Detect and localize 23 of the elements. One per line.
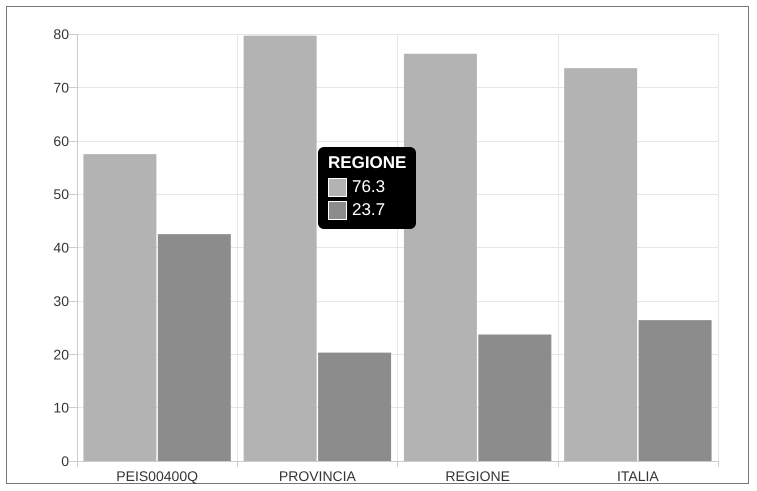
annotation: 76.3 (352, 177, 386, 197)
x-tick-label: PEIS00400Q (116, 468, 198, 484)
x-tick-label: ITALIA (616, 468, 660, 484)
bar (83, 154, 156, 461)
annotation: 23.7 (352, 200, 386, 220)
x-tick-label: REGIONE (445, 468, 510, 484)
y-tick-label: 50 (53, 186, 70, 202)
y-tick-label: 10 (53, 400, 70, 416)
bar (158, 234, 231, 461)
y-tick-label: 30 (53, 292, 70, 309)
y-tick-label: 0 (61, 453, 70, 469)
y-tick-label: 70 (53, 79, 70, 96)
annotation: REGIONE (328, 153, 406, 173)
bar (244, 36, 317, 461)
y-tick-label: 40 (53, 240, 70, 256)
bar (564, 68, 638, 461)
y-tick-label: 60 (53, 132, 70, 149)
y-tick-label: 80 (53, 26, 70, 42)
bar (638, 320, 712, 461)
x-tick-label: PROVINCIA (278, 468, 357, 484)
y-tick-label: 20 (53, 346, 70, 362)
bar (318, 352, 392, 461)
bar (478, 334, 552, 461)
